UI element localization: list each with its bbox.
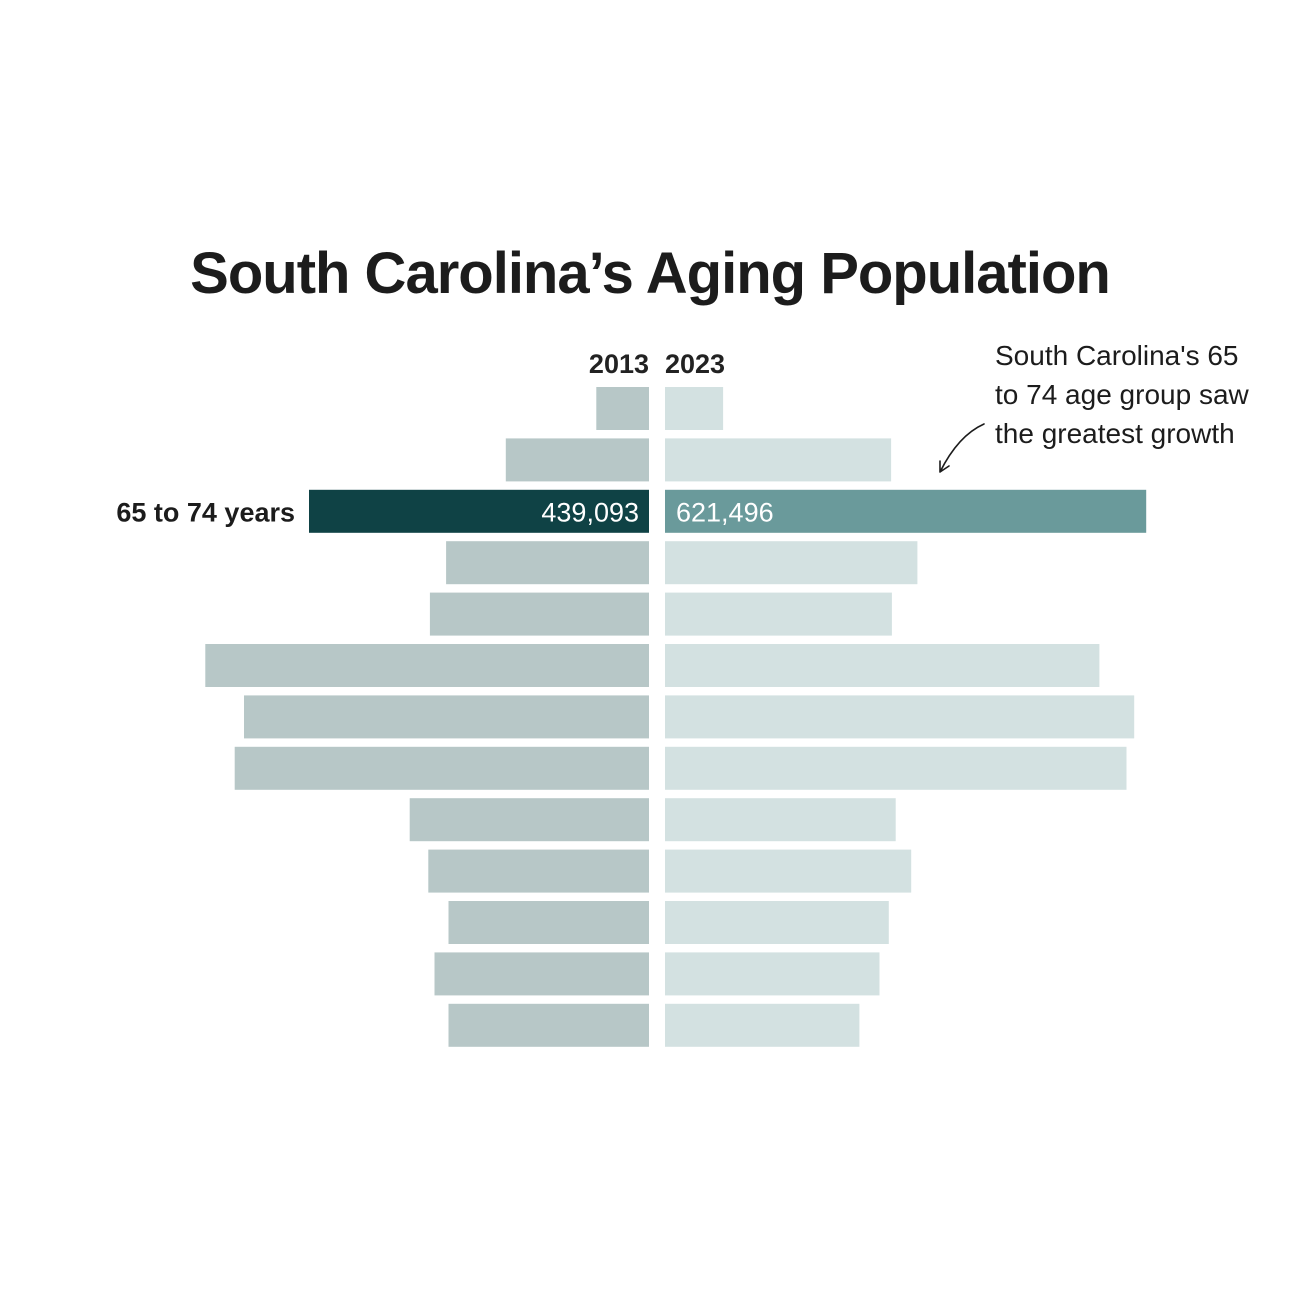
bar-2023-row-12 (665, 952, 880, 996)
labels-group: 2013 2023 65 to 74 years 439,093 621,496 (116, 349, 773, 527)
bar-2013-row-10 (428, 849, 649, 893)
bar-2013-row-2 (505, 438, 649, 482)
bar-2023-row-13 (665, 1003, 860, 1047)
bar-2013-row-5 (429, 592, 649, 636)
bar-2013-row-11 (448, 901, 649, 944)
legend-year-2023: 2023 (665, 349, 725, 379)
highlight-value-2023: 621,496 (676, 497, 774, 527)
highlight-value-2013: 439,093 (541, 497, 639, 527)
bar-2023-row-9 (665, 798, 896, 842)
bar-2013-row-4 (446, 541, 649, 585)
chart-title: South Carolina’s Aging Population (190, 241, 1111, 306)
annotation-arrow-icon (939, 423, 985, 473)
bar-2023-row-7 (665, 695, 1135, 739)
bar-2013-row-1 (596, 387, 649, 430)
bar-2013-row-9 (409, 798, 649, 842)
bar-2023-row-11 (665, 901, 889, 944)
bar-2023-row-2 (665, 438, 892, 482)
bar-2013-row-6 (205, 644, 650, 687)
annotation-line-1: South Carolina's 65 (995, 340, 1239, 371)
bar-2023-row-8 (665, 746, 1127, 790)
bar-2013-row-13 (448, 1003, 649, 1047)
annotation-line-2: to 74 age group saw (995, 379, 1250, 410)
legend-year-2013: 2013 (589, 349, 649, 379)
bar-2023-row-10 (665, 849, 912, 893)
bar-2013-row-8 (234, 746, 649, 790)
annotation-line-3: the greatest growth (995, 418, 1235, 449)
bar-2023-row-5 (665, 592, 892, 636)
bar-2023-row-3 (665, 489, 1147, 533)
bar-2023-row-4 (665, 541, 918, 585)
bar-2013-row-12 (434, 952, 649, 996)
bars-2023-group (665, 387, 1147, 1047)
bar-2023-row-6 (665, 644, 1100, 687)
bars-2013-group (205, 387, 650, 1047)
bar-2013-row-3 (309, 489, 649, 533)
bar-2023-row-1 (665, 387, 724, 430)
bar-2013-row-7 (244, 695, 649, 739)
annotation-group: South Carolina's 65 to 74 age group saw … (939, 340, 1250, 473)
highlight-category-label: 65 to 74 years (116, 497, 295, 527)
